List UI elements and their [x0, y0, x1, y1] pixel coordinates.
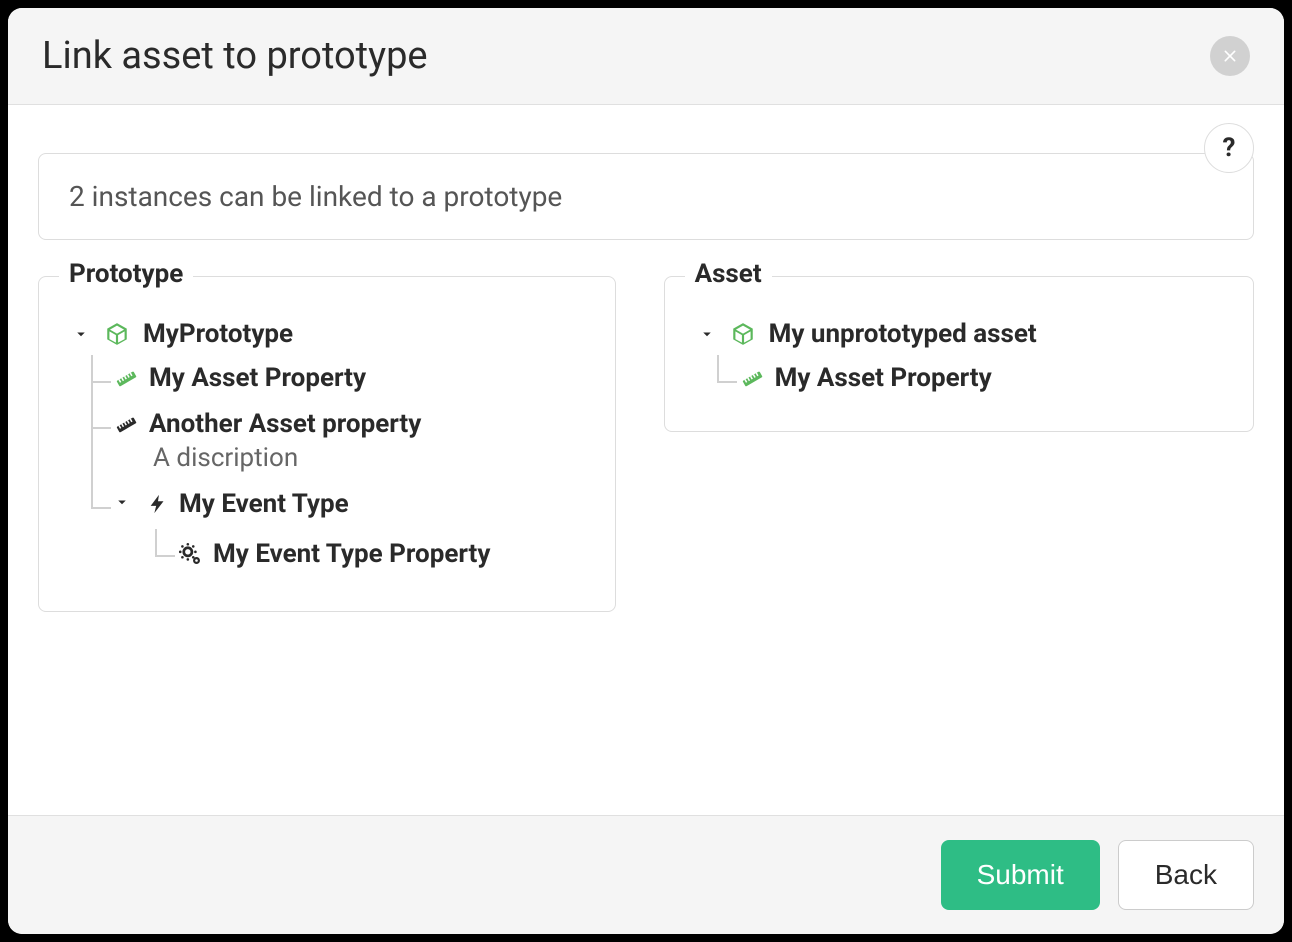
prototype-legend: Prototype [59, 259, 193, 289]
tree-node-asset-property[interactable]: My Asset Property [93, 355, 589, 401]
prototype-children: My Asset Property Another Asset property [91, 355, 589, 581]
event-type-children: My Event Type Property [155, 529, 589, 573]
tree-label: MyPrototype [143, 319, 293, 349]
tree-node-event-type-property[interactable]: My Event Type Property [157, 529, 589, 573]
ruler-icon [113, 411, 139, 437]
chevron-down-icon [697, 325, 717, 343]
gears-icon [177, 541, 203, 567]
ruler-icon [739, 365, 765, 391]
tree-node-another-property[interactable]: Another Asset property A discription [93, 401, 589, 481]
cube-icon [103, 321, 131, 347]
tree-node-asset-property[interactable]: My Asset Property [719, 355, 1227, 401]
prototype-tree: MyPrototype My Asset Property [65, 313, 589, 581]
bolt-icon [147, 493, 169, 515]
columns: Prototype MyPrototype [38, 276, 1254, 612]
tree-node-myprototype[interactable]: MyPrototype [71, 313, 589, 355]
chevron-down-icon [113, 493, 131, 515]
ruler-icon [113, 365, 139, 391]
cube-icon [729, 321, 757, 347]
back-button[interactable]: Back [1118, 840, 1254, 910]
help-button[interactable]: ? [1204, 123, 1254, 173]
asset-legend: Asset [685, 259, 772, 289]
asset-children: My Asset Property [717, 355, 1227, 401]
info-text: 2 instances can be linked to a prototype [69, 180, 1223, 213]
asset-tree: My unprototyped asset My Asset Property [691, 313, 1227, 401]
tree-description: A discription [153, 443, 298, 473]
help-icon: ? [1223, 133, 1236, 163]
chevron-down-icon [71, 325, 91, 343]
modal-footer: Submit Back [8, 815, 1284, 934]
asset-panel: Asset My unprototyped asset [664, 276, 1254, 432]
tree-label: My Event Type [179, 489, 349, 519]
tree-label: My Asset Property [149, 363, 366, 393]
tree-label: My Asset Property [775, 363, 992, 393]
tree-node-event-type[interactable]: My Event Type My Event Type Property [93, 481, 589, 581]
modal-body: ? 2 instances can be linked to a prototy… [8, 105, 1284, 815]
tree-node-unprototyped-asset[interactable]: My unprototyped asset [697, 313, 1227, 355]
link-asset-modal: Link asset to prototype ? 2 instances ca… [8, 8, 1284, 934]
submit-button[interactable]: Submit [941, 840, 1100, 910]
close-icon [1220, 46, 1240, 66]
tree-label: My unprototyped asset [769, 319, 1037, 349]
prototype-panel: Prototype MyPrototype [38, 276, 616, 612]
modal-header: Link asset to prototype [8, 8, 1284, 105]
tree-label: Another Asset property [149, 409, 421, 439]
modal-title: Link asset to prototype [42, 34, 428, 78]
tree-label: My Event Type Property [213, 539, 490, 569]
info-box: 2 instances can be linked to a prototype [38, 153, 1254, 240]
close-button[interactable] [1210, 36, 1250, 76]
